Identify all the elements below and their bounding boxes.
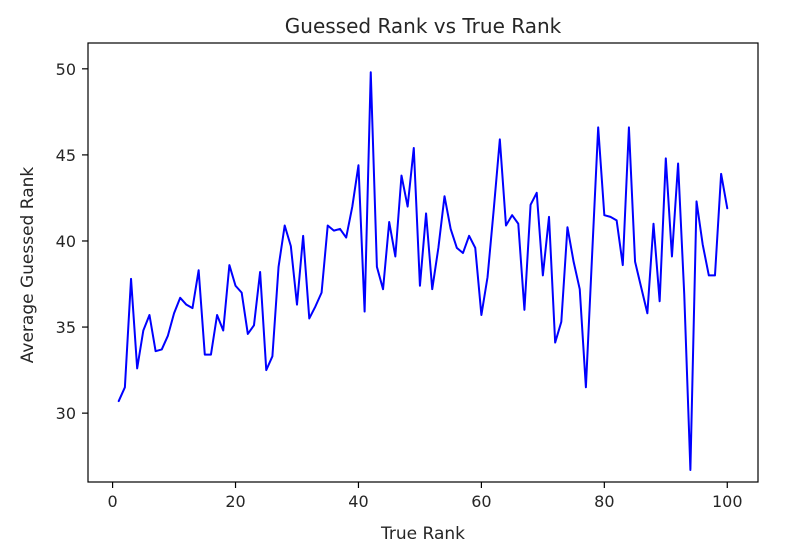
x-tick-label: 0	[107, 492, 117, 511]
x-tick-label: 100	[712, 492, 743, 511]
y-tick-label: 35	[56, 318, 76, 337]
plot-frame	[87, 42, 759, 483]
x-tick-label: 80	[594, 492, 614, 511]
x-tick-label: 20	[225, 492, 245, 511]
y-tick-label: 50	[56, 60, 76, 79]
plot-area: 0 20 40 60 80 100 30 35 40 45 50	[56, 42, 759, 511]
y-tick-label: 40	[56, 232, 76, 251]
x-axis-label: True Rank	[380, 524, 465, 544]
x-tick-label: 60	[471, 492, 491, 511]
y-tick-label: 45	[56, 146, 76, 165]
chart-title: Guessed Rank vs True Rank	[285, 14, 562, 38]
y-tick-label: 30	[56, 404, 76, 423]
x-tick-label: 40	[348, 492, 368, 511]
data-series-line	[117, 71, 729, 471]
y-axis-label: Average Guessed Rank	[18, 167, 38, 364]
